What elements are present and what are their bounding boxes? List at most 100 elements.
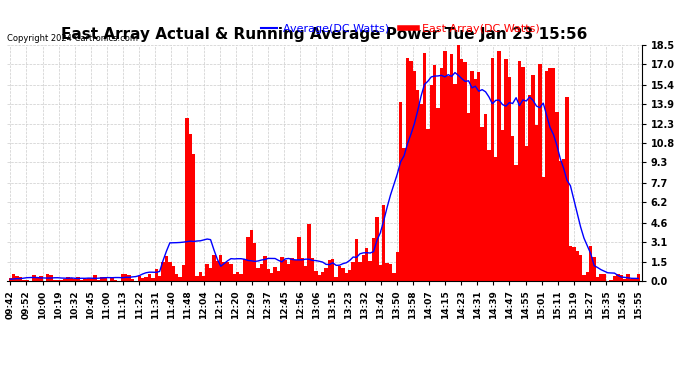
Text: Copyright 2024 Cartronics.com: Copyright 2024 Cartronics.com: [7, 34, 138, 43]
Bar: [158, 276, 161, 281]
Bar: [501, 130, 504, 281]
Bar: [39, 276, 43, 281]
Bar: [87, 279, 90, 281]
Bar: [409, 61, 413, 281]
Bar: [155, 269, 158, 281]
Bar: [15, 276, 19, 281]
Bar: [104, 277, 107, 281]
Bar: [280, 257, 284, 281]
Bar: [508, 77, 511, 281]
Average(DC Watts): [586, 252, 595, 256]
Bar: [97, 280, 100, 281]
Bar: [121, 274, 124, 281]
Bar: [46, 274, 49, 281]
Bar: [209, 268, 213, 281]
Bar: [565, 97, 569, 281]
Bar: [128, 275, 131, 281]
Bar: [572, 247, 575, 281]
Bar: [250, 230, 253, 281]
Bar: [342, 268, 345, 281]
Bar: [579, 255, 582, 281]
Bar: [36, 277, 39, 281]
Bar: [12, 274, 15, 281]
Bar: [582, 274, 586, 281]
Bar: [328, 260, 331, 281]
Bar: [446, 75, 450, 281]
Bar: [216, 261, 219, 281]
Bar: [110, 277, 114, 281]
Bar: [358, 262, 362, 281]
Bar: [77, 276, 80, 281]
Average(DC Watts): [489, 102, 497, 106]
Bar: [19, 277, 22, 281]
Bar: [124, 274, 128, 281]
Bar: [443, 51, 446, 281]
Bar: [515, 165, 518, 281]
Bar: [148, 274, 151, 281]
Bar: [399, 102, 402, 281]
Bar: [416, 90, 420, 281]
Bar: [355, 239, 358, 281]
Bar: [531, 75, 535, 281]
Bar: [423, 53, 426, 281]
Bar: [56, 280, 59, 281]
Bar: [433, 65, 436, 281]
Bar: [321, 273, 324, 281]
Bar: [277, 271, 280, 281]
Bar: [379, 265, 382, 281]
Bar: [270, 273, 273, 281]
Bar: [368, 261, 372, 281]
Bar: [181, 265, 185, 281]
Bar: [596, 277, 600, 281]
Bar: [627, 274, 630, 281]
Bar: [253, 243, 257, 281]
Bar: [233, 274, 236, 281]
Bar: [202, 276, 206, 281]
Bar: [473, 79, 477, 281]
Bar: [555, 112, 558, 281]
Bar: [362, 255, 365, 281]
Bar: [528, 95, 531, 281]
Bar: [324, 268, 328, 281]
Average(DC Watts): [634, 276, 642, 280]
Bar: [246, 237, 250, 281]
Bar: [141, 278, 144, 281]
Bar: [637, 274, 640, 281]
Bar: [165, 256, 168, 281]
Bar: [413, 70, 416, 281]
Bar: [457, 45, 460, 281]
Bar: [188, 134, 192, 281]
Bar: [314, 270, 317, 281]
Bar: [301, 258, 304, 281]
Bar: [402, 148, 406, 281]
Bar: [630, 279, 633, 281]
Bar: [266, 269, 270, 281]
Bar: [32, 274, 36, 281]
Bar: [287, 264, 290, 281]
Bar: [49, 275, 52, 281]
Bar: [8, 278, 12, 281]
Bar: [26, 280, 29, 281]
Bar: [471, 70, 473, 281]
Bar: [161, 262, 165, 281]
Bar: [114, 280, 117, 281]
Title: East Array Actual & Running Average Power Tue Jan 23 15:56: East Array Actual & Running Average Powe…: [61, 27, 587, 42]
Average(DC Watts): [397, 159, 405, 164]
Bar: [134, 280, 137, 281]
Bar: [575, 251, 579, 281]
Bar: [310, 258, 314, 281]
Bar: [178, 278, 181, 281]
Bar: [290, 258, 294, 281]
Bar: [229, 264, 233, 281]
Bar: [440, 68, 443, 281]
Bar: [453, 84, 457, 281]
Bar: [480, 127, 484, 281]
Bar: [388, 264, 392, 281]
Bar: [63, 279, 66, 281]
Bar: [348, 270, 351, 281]
Bar: [558, 161, 562, 281]
Bar: [633, 278, 637, 281]
Bar: [524, 146, 528, 281]
Bar: [351, 262, 355, 281]
Bar: [511, 135, 515, 281]
